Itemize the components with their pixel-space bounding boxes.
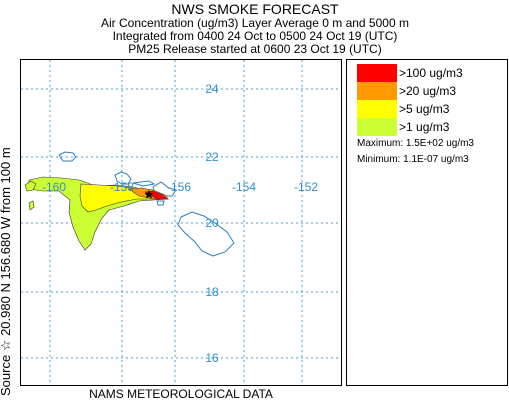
plume-fragment-west xyxy=(24,180,37,192)
lon-label-156: -156 xyxy=(167,180,191,194)
footer-met-data: NAMS METEOROLOGICAL DATA xyxy=(89,387,273,401)
source-location-label: Source ☆ 20.980 N 156.680 W from 100 m xyxy=(0,147,13,396)
plume-level-100 xyxy=(144,190,168,200)
legend-maximum: Maximum: 1.5E+02 ug/m3 xyxy=(357,138,474,149)
graticule xyxy=(21,60,341,385)
legend-minimum: Minimum: 1.1E-07 ug/m3 xyxy=(357,154,469,165)
smoke-map: 24 22 20 18 16 -160 -158 -156 -154 -152 xyxy=(21,60,341,385)
legend-panel: >100 ug/m3 >20 ug/m3 >5 ug/m3 >1 ug/m3 M… xyxy=(346,59,508,386)
map-title: NWS SMOKE FORECAST xyxy=(171,1,339,17)
legend-swatch-5 xyxy=(357,100,397,118)
map-panel: 24 22 20 18 16 -160 -158 -156 -154 -152 xyxy=(20,59,342,386)
legend-swatch-20 xyxy=(357,82,397,100)
lat-label-20: 20 xyxy=(205,216,219,230)
legend-swatch-1 xyxy=(357,118,397,136)
legend-label-1: >1 ug/m3 xyxy=(399,120,450,134)
legend-label-20: >20 ug/m3 xyxy=(399,84,457,98)
lat-label-18: 18 xyxy=(205,285,219,299)
subtitle-integration-period: Integrated from 0400 24 Oct to 0500 24 O… xyxy=(112,29,398,43)
legend-label-100: >100 ug/m3 xyxy=(399,66,463,80)
subtitle-concentration: Air Concentration (ug/m3) Layer Average … xyxy=(101,16,409,30)
kauai-coast xyxy=(58,151,77,162)
lon-label-152: -152 xyxy=(294,180,318,194)
kahoolawe-coast xyxy=(156,200,165,206)
plume-fragment-southwest xyxy=(28,200,35,211)
lat-label-22: 22 xyxy=(205,150,219,164)
subtitle-release-start: PM25 Release started at 0600 23 Oct 19 (… xyxy=(128,42,382,56)
lat-label-24: 24 xyxy=(205,82,219,96)
legend-swatch-100 xyxy=(357,64,397,82)
lon-label-158: -158 xyxy=(110,180,134,194)
lon-label-160: -160 xyxy=(42,180,66,194)
source-star-icon xyxy=(144,190,154,199)
oahu-coast xyxy=(114,171,132,185)
lat-label-16: 16 xyxy=(205,351,219,365)
lon-label-154: -154 xyxy=(232,180,256,194)
molokai-coast xyxy=(132,180,156,187)
hawaii-big-island-coast xyxy=(177,211,235,257)
legend-label-5: >5 ug/m3 xyxy=(399,102,450,116)
